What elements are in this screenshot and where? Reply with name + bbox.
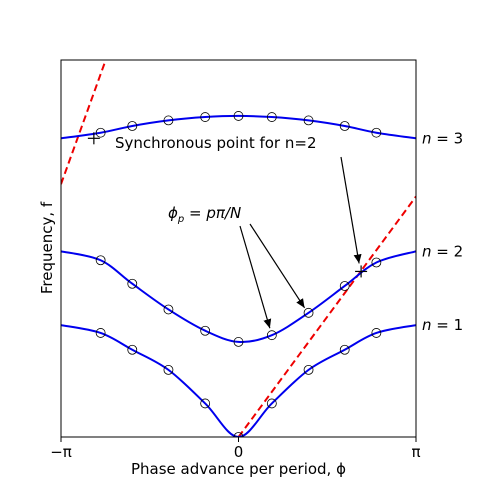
light-line-right bbox=[237, 195, 416, 437]
curve-label: n = 2 bbox=[422, 242, 463, 260]
data-point bbox=[339, 344, 350, 355]
data-point bbox=[371, 127, 382, 138]
x-axis: −π 0 π bbox=[50, 437, 421, 461]
y-axis-label: Frequency, f bbox=[38, 201, 56, 294]
annotation-phase-points: ϕp = pπ/N bbox=[168, 204, 241, 225]
data-point bbox=[371, 257, 382, 268]
synchronous-marker bbox=[355, 265, 368, 278]
data-point bbox=[127, 121, 138, 131]
data-point bbox=[266, 330, 277, 341]
data-point bbox=[339, 281, 350, 291]
data-point bbox=[266, 398, 277, 409]
annotation-phase-subscript: p bbox=[177, 214, 184, 225]
data-point bbox=[233, 337, 244, 347]
curve-labels: n = 3 n = 2 n = 1 bbox=[422, 129, 463, 334]
annotation-arrow bbox=[340, 156, 362, 264]
data-point bbox=[200, 398, 211, 409]
x-axis-label: Phase advance per period, ϕ bbox=[131, 460, 346, 478]
data-point bbox=[303, 115, 314, 126]
annotation-arrows bbox=[239, 156, 362, 329]
data-point bbox=[233, 432, 244, 437]
data-point bbox=[95, 127, 106, 138]
data-point bbox=[200, 325, 211, 336]
data-point bbox=[163, 115, 174, 126]
annotation-phase-symbol: ϕ bbox=[168, 204, 178, 222]
data-point bbox=[127, 278, 138, 289]
curve-label: n = 1 bbox=[422, 316, 463, 334]
annotation-synchronous-point: Synchronous point for n=2 bbox=[115, 134, 316, 152]
series-line-n1 bbox=[61, 324, 416, 437]
annotation-arrow bbox=[239, 225, 272, 329]
data-point bbox=[339, 121, 350, 131]
curve-label: n = 3 bbox=[422, 129, 463, 147]
data-point bbox=[95, 328, 106, 338]
synchronous-marker bbox=[87, 132, 100, 145]
data-point bbox=[266, 112, 277, 122]
x-tick-label: −π bbox=[50, 443, 72, 461]
data-point bbox=[127, 344, 138, 355]
plot-area bbox=[61, 60, 416, 437]
series-line-n2 bbox=[61, 250, 416, 344]
data-point bbox=[303, 364, 314, 375]
data-point bbox=[371, 328, 382, 338]
data-point bbox=[303, 307, 314, 318]
data-point bbox=[163, 304, 174, 315]
light-line-left bbox=[61, 60, 107, 185]
x-tick-label: 0 bbox=[234, 443, 244, 461]
annotation-phase-formula: = pπ/N bbox=[184, 204, 241, 222]
annotation-arrow bbox=[249, 223, 306, 309]
series-line-n3 bbox=[61, 114, 416, 140]
x-tick-label: π bbox=[411, 443, 420, 461]
data-point bbox=[163, 364, 174, 375]
data-point bbox=[200, 112, 211, 122]
data-point bbox=[233, 111, 244, 121]
data-point bbox=[95, 255, 106, 266]
